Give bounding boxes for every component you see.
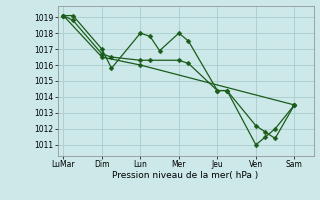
- X-axis label: Pression niveau de la mer( hPa ): Pression niveau de la mer( hPa ): [112, 171, 259, 180]
